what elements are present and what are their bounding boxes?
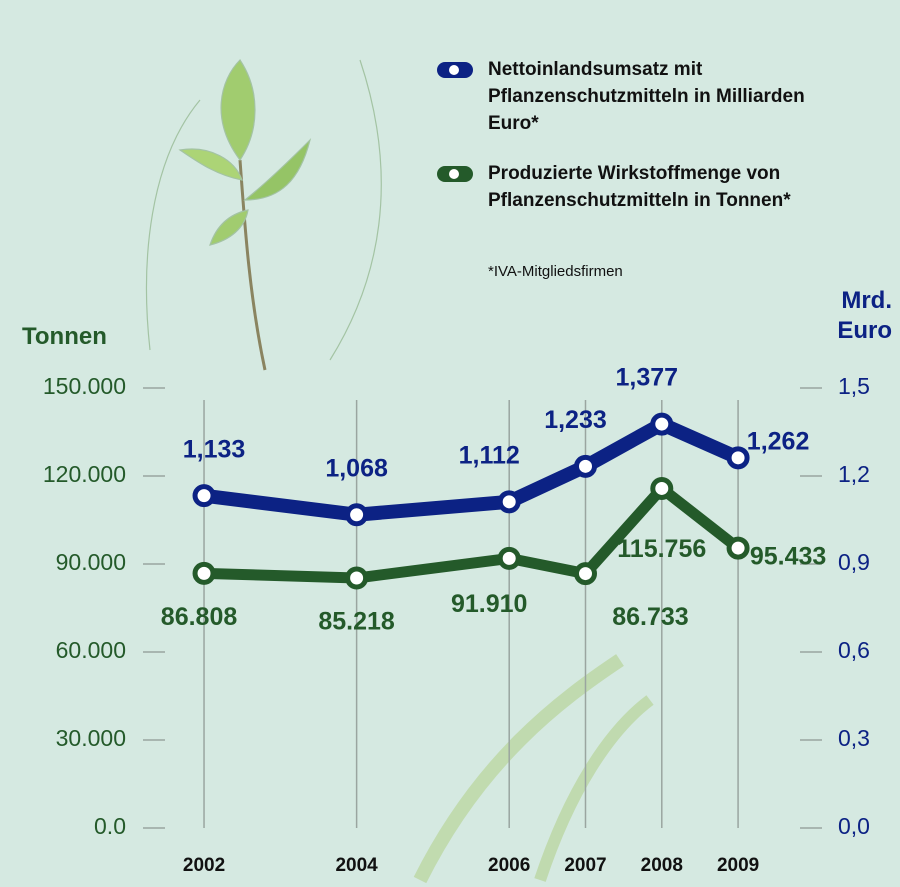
data-label: 95.433 <box>750 543 826 571</box>
point <box>726 446 750 470</box>
legend-swatch <box>437 62 473 78</box>
y2-tick-label: 0,9 <box>838 549 870 575</box>
y2-tick-label: 1,2 <box>838 461 870 487</box>
data-label: 1,262 <box>747 427 810 455</box>
data-label: 1,133 <box>183 435 246 463</box>
x-tick-label: 2007 <box>564 855 606 876</box>
y-tick-label: 120.000 <box>43 461 126 487</box>
y2-tick-label: 0,3 <box>838 725 870 751</box>
point <box>497 546 521 570</box>
data-label: 85.218 <box>318 608 395 636</box>
y-tick-label: 90.000 <box>56 549 126 575</box>
legend-label: Nettoinlandsumsatz mit Pflanzenschutzmit… <box>488 59 805 134</box>
x-tick-label: 2004 <box>335 855 378 876</box>
data-label: 1,377 <box>616 364 679 392</box>
x-tick-label: 2009 <box>717 855 759 876</box>
data-label: 86.733 <box>612 603 688 631</box>
decoration <box>145 59 654 884</box>
point <box>497 490 521 514</box>
x-tick-label: 2006 <box>488 855 530 876</box>
point <box>726 536 750 560</box>
point <box>650 412 674 436</box>
point <box>345 503 369 527</box>
footnote: *IVA-Mitgliedsfirmen <box>488 263 623 280</box>
point <box>192 561 216 585</box>
y-tick-label: 30.000 <box>56 725 126 751</box>
line <box>203 482 742 584</box>
y-tick-label: 60.000 <box>56 637 126 663</box>
legend-item: Nettoinlandsumsatz mit Pflanzenschutzmit… <box>437 56 820 137</box>
point <box>345 566 369 590</box>
data-label: 91.910 <box>451 590 527 618</box>
legend-item: Produzierte Wirkstoffmenge von Pflanzens… <box>437 160 820 214</box>
point <box>573 454 597 478</box>
y2-axis-title: Mrd. Euro <box>837 287 892 344</box>
point <box>573 562 597 586</box>
x-tick-label: 2008 <box>641 855 683 876</box>
line <box>203 417 741 522</box>
y2-tick-label: 0,6 <box>838 637 870 663</box>
y2-tick-label: 1,5 <box>838 373 870 399</box>
data-label: 86.808 <box>161 603 238 631</box>
data-label: 115.756 <box>617 535 706 563</box>
legend-label: Produzierte Wirkstoffmenge von Pflanzens… <box>488 163 791 211</box>
y2-tick-label: 0,0 <box>838 813 870 839</box>
legend-swatch <box>437 166 473 182</box>
point <box>650 476 674 500</box>
y-axis-title: Tonnen <box>22 323 107 350</box>
y-tick-label: 150.000 <box>43 373 126 399</box>
point <box>192 484 216 508</box>
data-label: 1,112 <box>459 441 520 469</box>
x-tick-label: 2002 <box>183 855 225 876</box>
data-label: 1,233 <box>544 406 607 434</box>
y-tick-label: 0.0 <box>94 813 126 839</box>
data-label: 1,068 <box>325 454 388 482</box>
